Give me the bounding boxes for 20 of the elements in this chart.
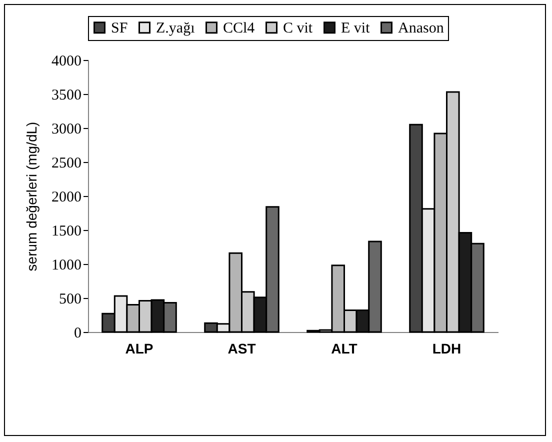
y-tick-label: 1000 <box>52 258 82 274</box>
legend-label: CCl4 <box>223 20 256 37</box>
legend-label: C vit <box>283 20 314 37</box>
y-tick-label: 2500 <box>52 156 82 172</box>
legend-label: Z.yağı <box>156 20 195 37</box>
y-tick-label: 1500 <box>52 224 82 240</box>
x-tick-label: ALT <box>331 340 358 356</box>
x-tick-label: AST <box>228 340 256 356</box>
y-tick-label: 3000 <box>52 122 82 138</box>
x-tick-label: ALP <box>125 340 154 356</box>
legend-label: Anason <box>398 20 444 37</box>
legend-label: E vit <box>341 20 371 37</box>
y-tick-label: 0 <box>74 326 82 342</box>
y-tick-label: 4000 <box>52 54 82 70</box>
y-tick-label: 3500 <box>52 88 82 104</box>
y-tick-label: 2000 <box>52 190 82 206</box>
y-axis-title: serum değerleri (mg/dL) <box>24 122 40 272</box>
x-tick-label: LDH <box>432 340 462 356</box>
y-tick-label: 500 <box>59 292 82 308</box>
legend-label: SF <box>111 20 128 37</box>
